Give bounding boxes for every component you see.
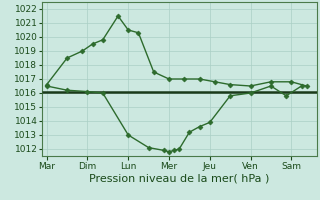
X-axis label: Pression niveau de la mer( hPa ): Pression niveau de la mer( hPa ) bbox=[89, 173, 269, 183]
